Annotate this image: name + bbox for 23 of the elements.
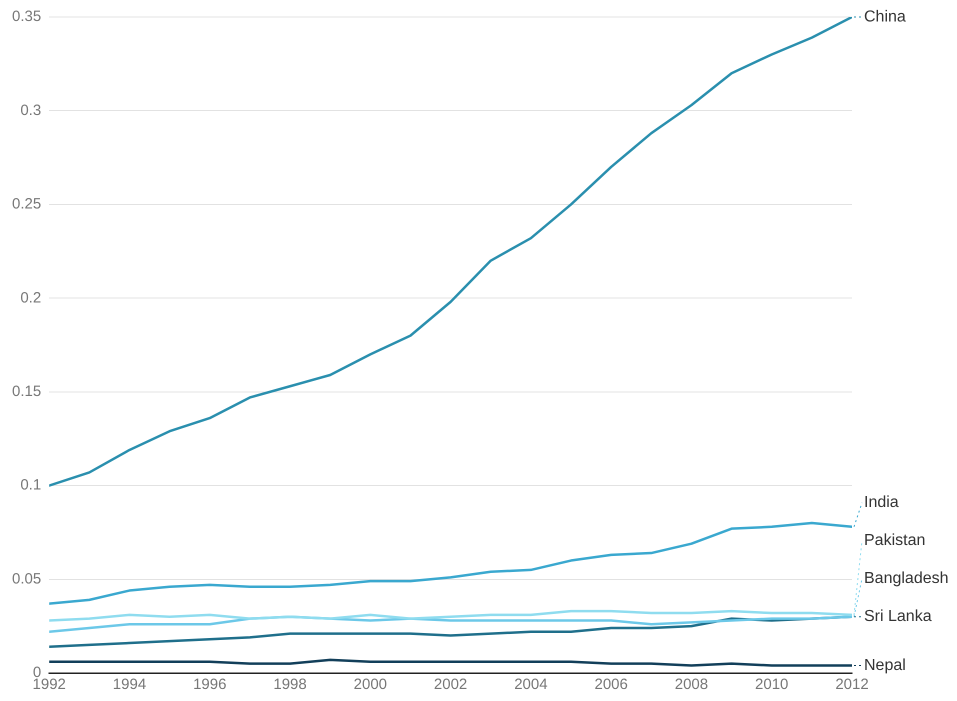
y-tick-label: 0.15 [12,383,42,400]
y-tick-label: 0.25 [12,196,42,213]
x-tick-label: 1998 [273,676,307,694]
legend-label: Nepal [864,656,906,674]
legend-label: Sri Lanka [864,608,932,626]
y-tick-label: 0.1 [20,476,42,494]
y-tick-label: 0.3 [20,102,42,119]
x-tick-label: 2006 [594,676,628,694]
legend-label: China [864,8,906,26]
series-label: Bangladesh [864,570,949,588]
y-tick-label: 0.2 [20,289,42,306]
x-tick-label: 2010 [755,676,788,694]
x-tick-label: 2000 [354,676,388,694]
series-label: India [864,494,899,512]
x-tick-label: 1996 [193,676,226,694]
text: Pakistan [864,532,926,550]
y-tick-label: 0.05 [12,570,42,588]
x-tick-label: 1994 [112,676,146,694]
x-tick-label: 2004 [514,676,548,694]
y-tick-label: 0.35 [12,8,42,26]
x-tick-label: 2012 [835,676,869,694]
x-tick-label: 2002 [434,676,468,694]
x-tick-label: 2008 [674,676,708,694]
